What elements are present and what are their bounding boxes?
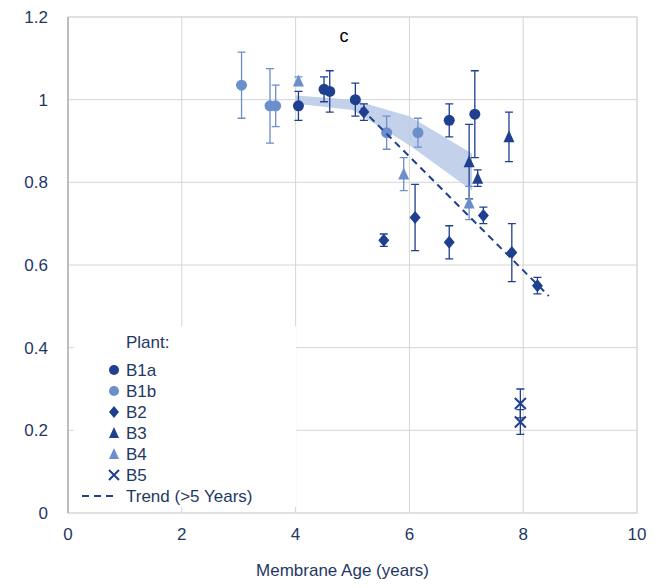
data-point <box>506 246 517 259</box>
series-trend-5-years- <box>353 100 549 296</box>
chart: 0 0.2 0.4 0.6 0.8 1 1.2 0 2 4 6 8 10 Membrane Age (ye… <box>0 0 672 588</box>
legend-title: Plant: <box>126 333 169 352</box>
legend-symbol <box>109 427 119 438</box>
x-tick-label: 10 <box>628 525 647 544</box>
data-point <box>464 197 475 209</box>
data-point <box>410 211 421 224</box>
legend-label: B5 <box>126 466 147 485</box>
data-point <box>236 80 247 91</box>
data-point <box>444 115 455 126</box>
title-bg <box>332 22 356 48</box>
data-point <box>469 109 480 120</box>
legend-symbol <box>109 448 119 459</box>
series-b2 <box>358 104 543 294</box>
y-tick-label: 0.4 <box>24 339 48 358</box>
title: c <box>340 26 349 46</box>
plot-frame <box>68 17 637 513</box>
data-point <box>478 209 489 222</box>
data-point <box>293 75 304 87</box>
legend-symbol <box>82 495 116 497</box>
data-point <box>515 398 526 409</box>
series-b1b <box>236 52 423 149</box>
x-tick-label: 6 <box>405 525 414 544</box>
y-tick-label: 0.2 <box>24 421 48 440</box>
data-point <box>503 130 514 142</box>
grid <box>68 17 637 513</box>
series-b5 <box>515 389 526 434</box>
data-point <box>464 155 475 167</box>
y-grid-line <box>68 265 637 266</box>
x-axis-label: Membrane Age (years) <box>256 561 429 580</box>
legend-box <box>74 326 296 507</box>
data-point <box>398 168 409 180</box>
y-tick-label: 0 <box>39 504 48 523</box>
uncertainty-band <box>296 96 472 191</box>
y-grid-line <box>68 182 637 183</box>
legend-symbol <box>109 365 119 375</box>
legend: Plant: B1a B1b B2 B3 B4 B5 Trend (>5 Years) <box>74 326 296 507</box>
legend-label: B3 <box>126 424 147 443</box>
x-tick-label: 4 <box>291 525 300 544</box>
series-b4 <box>293 75 475 220</box>
legend-symbol <box>109 386 119 396</box>
legend-symbol <box>109 406 119 418</box>
legend-label: Trend (>5 Years) <box>126 487 252 506</box>
data-point <box>515 417 526 428</box>
legend-label: B1a <box>126 361 157 380</box>
legend-label: B4 <box>126 445 147 464</box>
legend-symbol <box>109 470 119 480</box>
data-point <box>378 234 389 247</box>
background <box>0 0 672 588</box>
data-point <box>270 100 281 111</box>
legend-label: B1b <box>126 382 156 401</box>
series-b1a <box>293 71 480 158</box>
x-tick-label: 0 <box>63 525 72 544</box>
legend-label: B2 <box>126 403 147 422</box>
y-tick-label: 0.6 <box>24 256 48 275</box>
data-point <box>472 172 483 184</box>
data-point <box>324 86 335 97</box>
y-tick-label: 0.8 <box>24 173 48 192</box>
y-tick-label: 1.2 <box>24 8 48 27</box>
x-tick-label: 2 <box>177 525 186 544</box>
x-grid-line <box>68 17 69 513</box>
y-tick-label: 1 <box>39 91 48 110</box>
y-axis-line <box>68 17 69 513</box>
data-point <box>444 236 455 249</box>
data-point <box>412 127 423 138</box>
x-tick-label: 8 <box>518 525 527 544</box>
data-point <box>293 100 304 111</box>
trend-line <box>353 100 549 296</box>
